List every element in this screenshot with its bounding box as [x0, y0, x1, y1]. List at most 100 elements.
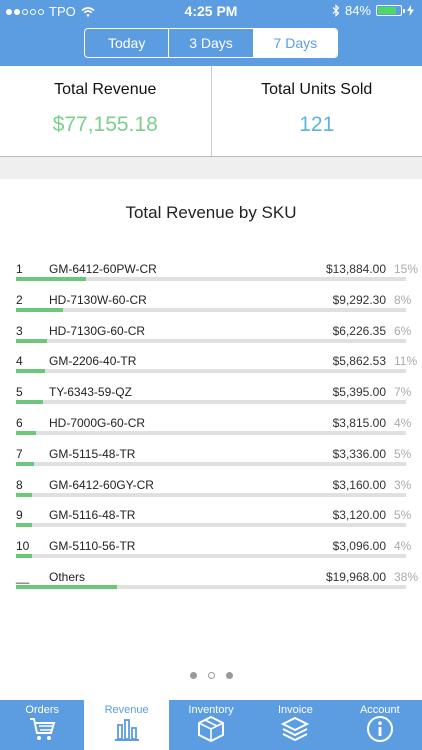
revenue-bar [16, 400, 44, 405]
tab-label: Invoice [277, 704, 313, 716]
revenue-bar-track [16, 369, 406, 374]
sku-row[interactable]: 10 GM-5110-56-TR $3,096.00 4% [16, 535, 411, 566]
charging-icon [407, 5, 414, 16]
sku-row[interactable]: 7 GM-5115-48-TR $3,336.00 5% [16, 443, 411, 474]
sku-revenue: $5,862.53 [332, 354, 386, 369]
sku-percent-text: 8% [394, 292, 412, 307]
sku-percent-text: 5% [394, 446, 412, 461]
sku-percent-text: 15% [394, 262, 419, 276]
battery-icon [376, 5, 405, 16]
tab-inventory[interactable]: Inventory [169, 700, 253, 750]
range-tab-today[interactable]: Today [85, 29, 170, 57]
page-dot[interactable] [207, 672, 215, 679]
page-indicator[interactable] [0, 672, 422, 679]
sku-revenue: $19,968.00 [325, 569, 386, 584]
page-dot[interactable] [189, 672, 197, 679]
sku-revenue: $3,336.00 [332, 446, 386, 461]
sku-name: GM-5110-56-TR [49, 539, 136, 554]
sku-row[interactable]: 6 HD-7000G-60-CR $3,815.00 4% [16, 412, 411, 443]
sku-revenue: $3,096.00 [332, 539, 386, 554]
sku-revenue: $9,292.30 [332, 292, 386, 307]
sku-revenue-list[interactable]: 1 GM-6412-60PW-CR $13,884.00 15% 2 HD-7130W-6… [16, 258, 418, 597]
sku-name: Others [49, 569, 86, 584]
revenue-bar-track [16, 307, 406, 312]
sku-row[interactable]: 8 GM-6412-60GY-CR $3,160.00 3% [16, 474, 411, 505]
total-revenue-label: Total Revenue [54, 81, 157, 98]
total-revenue-value: $77,155.18 [52, 113, 158, 136]
sku-revenue: $5,395.00 [332, 385, 386, 400]
tab-label: Account [359, 704, 400, 716]
revenue-bar [16, 307, 63, 312]
date-range-segmented-control: Today 3 Days 7 Days [84, 28, 338, 58]
revenue-bar-track [16, 430, 406, 435]
sku-row[interactable]: 3 HD-7130G-60-CR $6,226.35 6% [16, 320, 411, 351]
tab-label: Orders [25, 704, 60, 716]
sku-percent-text: 4% [394, 415, 412, 430]
page-dot[interactable] [225, 672, 233, 679]
sku-rank: 9 [16, 508, 23, 523]
revenue-bar-track [16, 461, 406, 466]
sku-row[interactable]: 1 GM-6412-60PW-CR $13,884.00 15% [16, 258, 418, 289]
sku-rank: 7 [16, 446, 23, 461]
total-units-label: Total Units Sold [261, 81, 373, 98]
header: TPO 4:25 PM 84% Today 3 Days 7 Days [0, 0, 422, 66]
sku-percent-text: 6% [394, 323, 412, 338]
sku-revenue: $13,884.00 [325, 262, 386, 276]
revenue-bar-track [16, 523, 406, 528]
sku-row[interactable]: 5 TY-6343-59-QZ $5,395.00 7% [16, 381, 411, 412]
sku-rank: 10 [16, 539, 30, 554]
sku-name: TY-6343-59-QZ [49, 385, 132, 400]
summary-stats: Total Revenue $77,155.18 Total Units Sol… [0, 66, 422, 157]
revenue-bar [16, 584, 118, 589]
sku-rank: 3 [16, 323, 23, 338]
revenue-bar-track [16, 338, 406, 343]
sku-row[interactable]: 4 GM-2206-40-TR $5,862.53 11% [16, 350, 417, 381]
signal-icon [6, 8, 44, 15]
revenue-bar [16, 461, 34, 466]
revenue-bar-track [16, 584, 406, 589]
sku-rank: __ [16, 569, 30, 584]
sku-percent-text: 7% [394, 385, 412, 400]
sku-revenue: $3,120.00 [332, 508, 386, 523]
sku-name: GM-5116-48-TR [49, 508, 136, 523]
sku-rank: 5 [16, 385, 23, 400]
sku-rank: 2 [16, 292, 23, 307]
sku-name: HD-7000G-60-CR [49, 415, 146, 430]
tab-invoice[interactable]: Invoice [253, 700, 337, 750]
tab-orders[interactable]: Orders [0, 700, 84, 750]
sku-rank: 8 [16, 477, 23, 492]
sku-name: HD-7130G-60-CR [49, 323, 146, 338]
revenue-bar-track [16, 554, 406, 559]
revenue-bar [16, 554, 32, 559]
sku-row[interactable]: 2 HD-7130W-60-CR $9,292.30 8% [16, 289, 411, 320]
revenue-bar-track [16, 277, 406, 281]
total-units-value: 121 [299, 113, 335, 136]
tab-revenue[interactable]: Revenue [84, 700, 169, 750]
carrier-label: TPO [49, 4, 76, 19]
revenue-bar [16, 492, 32, 497]
chart-title: Total Revenue by SKU [125, 203, 297, 222]
sku-rank: 4 [16, 354, 23, 369]
sku-name: GM-2206-40-TR [49, 354, 137, 369]
range-tab-7-days[interactable]: 7 Days [253, 29, 337, 57]
total-units-card: Total Units Sold 121 [212, 66, 422, 156]
sku-row[interactable]: 9 GM-5116-48-TR $3,120.00 5% [16, 504, 411, 535]
revenue-bar [16, 338, 48, 343]
sku-revenue: $3,815.00 [332, 415, 386, 430]
status-bar: TPO 4:25 PM 84% [0, 0, 422, 22]
sku-name: HD-7130W-60-CR [49, 292, 147, 307]
sku-rank: 1 [16, 262, 23, 276]
sku-percent-text: 5% [394, 508, 412, 523]
sku-name: GM-6412-60GY-CR [49, 477, 154, 492]
tab-label: Revenue [104, 704, 149, 716]
sku-percent-text: 38% [394, 569, 419, 584]
range-tab-3-days[interactable]: 3 Days [169, 29, 254, 57]
tab-account[interactable]: Account [338, 700, 422, 750]
total-revenue-card: Total Revenue $77,155.18 [0, 66, 212, 156]
bluetooth-icon [332, 4, 340, 17]
tab-label: Inventory [188, 704, 234, 716]
sku-row[interactable]: __ Others $19,968.00 38% [16, 566, 418, 597]
revenue-bar [16, 277, 87, 281]
revenue-bar-track [16, 492, 406, 497]
clock: 4:25 PM [184, 3, 238, 19]
